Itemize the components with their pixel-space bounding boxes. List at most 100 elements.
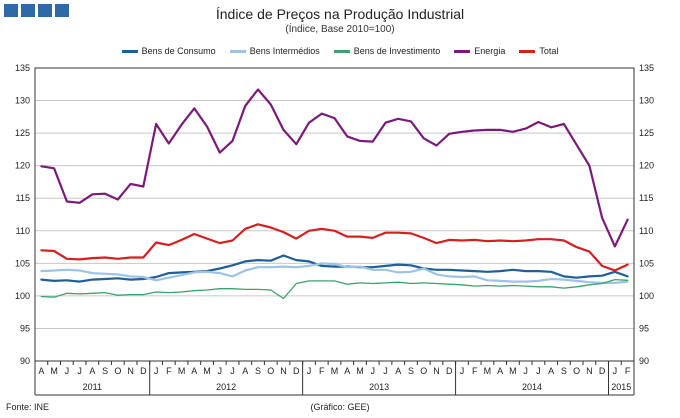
y-tick-label-left: 105 bbox=[15, 258, 30, 268]
legend-item: Bens de Investimento bbox=[333, 46, 441, 56]
x-month-label: A bbox=[344, 366, 350, 376]
source-note: Fonte: INE bbox=[6, 402, 50, 412]
legend-item: Total bbox=[519, 46, 558, 56]
x-month-label: A bbox=[242, 366, 248, 376]
legend-label: Bens de Consumo bbox=[141, 46, 216, 56]
x-month-label: O bbox=[573, 366, 580, 376]
x-month-label: F bbox=[472, 366, 478, 376]
y-tick-label-right: 90 bbox=[639, 356, 649, 366]
x-month-label: M bbox=[203, 366, 211, 376]
x-month-label: M bbox=[331, 366, 339, 376]
series-line bbox=[40, 254, 629, 283]
y-tick-label-left: 110 bbox=[16, 226, 30, 236]
x-month-label: A bbox=[191, 366, 197, 376]
x-year-label: 2014 bbox=[522, 382, 542, 392]
chart-title: Índice de Preços na Produção Industrial bbox=[215, 6, 465, 22]
series-line bbox=[40, 262, 629, 284]
y-tick-label-right: 115 bbox=[639, 193, 653, 203]
x-month-label: M bbox=[50, 366, 58, 376]
x-month-label: J bbox=[77, 366, 82, 376]
legend-swatch bbox=[229, 49, 246, 53]
x-year-label: 2015 bbox=[611, 382, 631, 392]
x-month-label: M bbox=[356, 366, 364, 376]
y-tick-label-left: 125 bbox=[15, 128, 30, 138]
x-year-label: 2011 bbox=[83, 382, 102, 392]
y-tick-label-left: 115 bbox=[16, 193, 30, 203]
plot-frame bbox=[34, 67, 635, 362]
credit-note: (Gráfico: GEE) bbox=[310, 402, 370, 412]
y-tick-label-right: 130 bbox=[639, 96, 654, 106]
x-month-label: F bbox=[166, 366, 172, 376]
x-year-label: 2013 bbox=[369, 382, 389, 392]
logo-square bbox=[55, 4, 69, 17]
y-tick-label-left: 90 bbox=[20, 356, 30, 366]
y-tick-label-right: 100 bbox=[639, 291, 654, 301]
x-month-label: A bbox=[548, 366, 554, 376]
x-month-label: F bbox=[625, 366, 631, 376]
logo-square bbox=[21, 4, 35, 17]
y-tick-label-left: 95 bbox=[20, 323, 30, 333]
legend-label: Energia bbox=[474, 46, 506, 56]
y-tick-label-right: 110 bbox=[639, 226, 653, 236]
legend-item: Energia bbox=[454, 46, 505, 56]
x-month-label: J bbox=[65, 366, 70, 376]
legend-swatch bbox=[454, 49, 471, 53]
y-tick-label-left: 120 bbox=[15, 161, 30, 171]
series-line bbox=[40, 88, 629, 248]
x-month-label: N bbox=[127, 366, 134, 376]
x-month-label: N bbox=[433, 366, 440, 376]
x-month-label: J bbox=[523, 366, 528, 376]
x-month-label: S bbox=[561, 366, 567, 376]
x-month-label: J bbox=[307, 366, 312, 376]
x-year-label: 2012 bbox=[216, 382, 236, 392]
series-line bbox=[40, 278, 629, 300]
y-tick-label-right: 135 bbox=[639, 63, 654, 73]
x-month-label: N bbox=[280, 366, 287, 376]
legend: Bens de Consumo Bens Intermédios Bens de I… bbox=[0, 46, 680, 56]
x-month-label: D bbox=[599, 366, 606, 376]
chart-subtitle: (Índice, Base 2010=100) bbox=[285, 24, 395, 35]
x-month-label: O bbox=[267, 366, 274, 376]
x-month-label: S bbox=[102, 366, 108, 376]
x-month-label: M bbox=[509, 366, 517, 376]
legend-label: Bens Intermédios bbox=[249, 46, 320, 56]
legend-swatch bbox=[519, 49, 536, 53]
x-month-label: S bbox=[255, 366, 261, 376]
legend-swatch bbox=[333, 49, 350, 53]
x-month-label: D bbox=[140, 366, 147, 376]
x-month-label: J bbox=[370, 366, 375, 376]
x-month-label: A bbox=[497, 366, 503, 376]
x-month-label: J bbox=[460, 366, 465, 376]
x-month-label: F bbox=[319, 366, 325, 376]
legend-label: Bens de Investimento bbox=[353, 46, 441, 56]
y-tick-label-right: 95 bbox=[639, 323, 649, 333]
series-line bbox=[40, 223, 629, 272]
legend-label: Total bbox=[539, 46, 559, 56]
legend-swatch bbox=[121, 49, 138, 53]
x-month-label: N bbox=[586, 366, 593, 376]
y-tick-label-right: 105 bbox=[639, 258, 654, 268]
x-month-label: A bbox=[89, 366, 95, 376]
x-month-label: A bbox=[395, 366, 401, 376]
x-month-label: J bbox=[536, 366, 541, 376]
x-month-label: S bbox=[408, 366, 414, 376]
x-month-label: J bbox=[154, 366, 159, 376]
x-month-label: A bbox=[38, 366, 44, 376]
y-tick-label-right: 120 bbox=[639, 161, 654, 171]
logo-square bbox=[4, 4, 18, 17]
logo bbox=[4, 4, 69, 17]
x-month-label: J bbox=[613, 366, 618, 376]
y-tick-label-right: 125 bbox=[639, 128, 654, 138]
y-tick-label-left: 100 bbox=[15, 291, 30, 301]
y-tick-label-left: 135 bbox=[15, 63, 30, 73]
x-month-label: J bbox=[218, 366, 223, 376]
x-month-label: D bbox=[293, 366, 300, 376]
legend-item: Bens de Consumo bbox=[121, 46, 216, 56]
x-month-label: D bbox=[446, 366, 453, 376]
x-month-label: O bbox=[114, 366, 121, 376]
y-tick-label-left: 130 bbox=[15, 96, 30, 106]
x-month-label: J bbox=[383, 366, 388, 376]
x-month-label: M bbox=[484, 366, 492, 376]
logo-square bbox=[38, 4, 52, 17]
